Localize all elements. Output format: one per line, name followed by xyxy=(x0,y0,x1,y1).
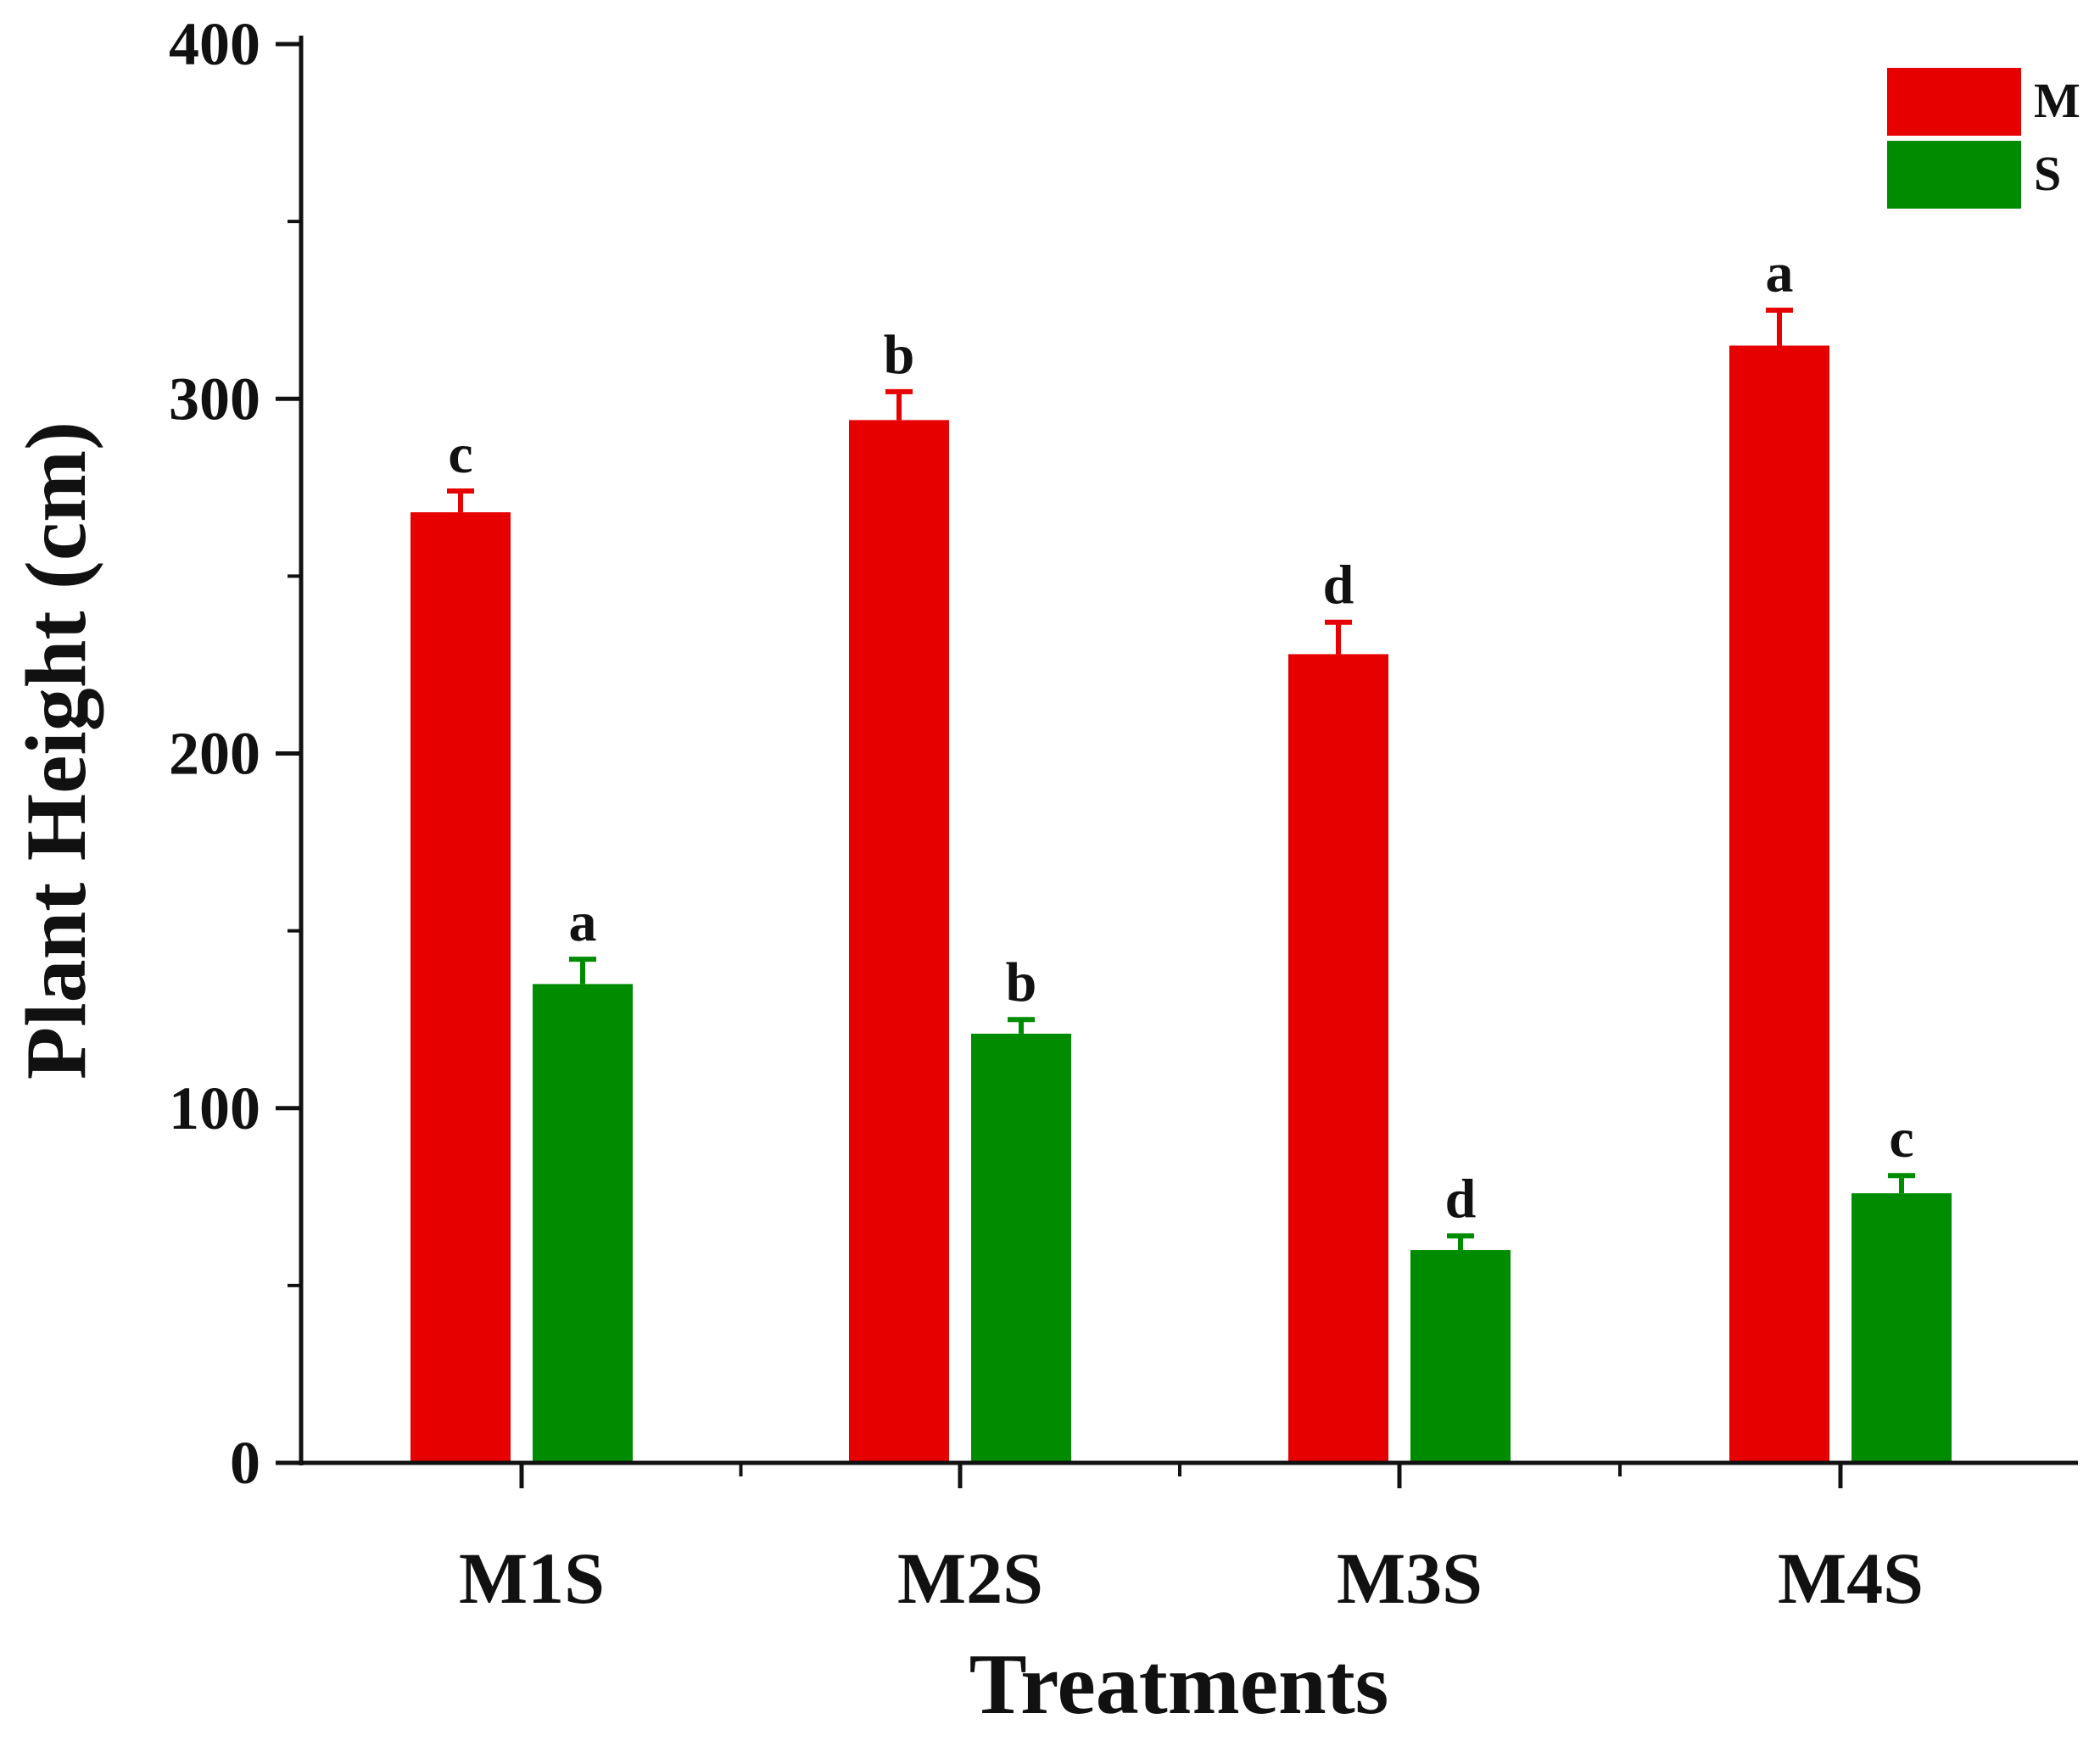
legend-item-s: S xyxy=(1887,141,2061,209)
significance-label-s-m4s: c xyxy=(1889,1108,1913,1169)
error-bar-s-m2s xyxy=(1008,1017,1035,1034)
legend: MS xyxy=(1887,68,2080,209)
y-tick-label-0: 0 xyxy=(230,1429,260,1497)
bar-m-m2s xyxy=(849,420,949,1464)
legend-label-s: S xyxy=(2034,146,2061,201)
significance-label-m-m4s: a xyxy=(1766,243,1794,304)
y-tick-label-100: 100 xyxy=(169,1074,260,1142)
x-axis-title: Treatments xyxy=(969,1637,1389,1733)
legend-swatch-s xyxy=(1887,141,2021,209)
significance-label-s-m1s: a xyxy=(569,891,597,953)
bar-s-m4s xyxy=(1851,1193,1952,1463)
y-tick-label-400: 400 xyxy=(169,10,260,78)
significance-label-s-m3s: d xyxy=(1445,1168,1477,1230)
error-bar-m-m3s xyxy=(1325,619,1352,655)
bar-m-m1s xyxy=(411,512,511,1463)
bar-m-m4s xyxy=(1729,345,1829,1464)
error-bar-m-m1s xyxy=(447,488,474,513)
x-tick-label-m1s: M1S xyxy=(459,1537,605,1619)
legend-label-m: M xyxy=(2034,73,2080,128)
bars-layer xyxy=(411,345,1952,1464)
legend-swatch-m xyxy=(1887,68,2021,136)
error-bar-s-m3s xyxy=(1447,1233,1474,1251)
significance-labels-layer: c b d a a b d c xyxy=(448,243,1913,1230)
error-bar-s-m1s xyxy=(569,957,596,985)
legend-item-m: M xyxy=(1887,68,2080,136)
y-tick-label-200: 200 xyxy=(169,720,260,788)
error-bar-m-m4s xyxy=(1766,307,1793,346)
significance-label-m-m2s: b xyxy=(884,324,915,386)
significance-label-m-m1s: c xyxy=(448,423,472,485)
significance-label-m-m3s: d xyxy=(1323,555,1354,617)
error-bars-layer xyxy=(447,307,1915,1251)
significance-label-s-m2s: b xyxy=(1006,951,1037,1013)
bar-s-m3s xyxy=(1410,1250,1511,1463)
bar-s-m2s xyxy=(971,1033,1071,1463)
y-tick-label-300: 300 xyxy=(169,365,260,432)
error-bar-m-m2s xyxy=(885,388,913,421)
error-bar-s-m4s xyxy=(1888,1173,1915,1194)
y-axis-title: Plant Height (cm) xyxy=(8,421,104,1080)
bar-m-m3s xyxy=(1288,654,1388,1463)
x-tick-label-m4s: M4S xyxy=(1778,1537,1924,1619)
x-tick-label-m3s: M3S xyxy=(1337,1537,1483,1619)
bar-s-m1s xyxy=(533,984,633,1463)
axes-layer: 0 100 200 300 400 M1S M2S M3S M4S xyxy=(169,10,2078,1619)
x-tick-label-m2s: M2S xyxy=(897,1537,1043,1619)
